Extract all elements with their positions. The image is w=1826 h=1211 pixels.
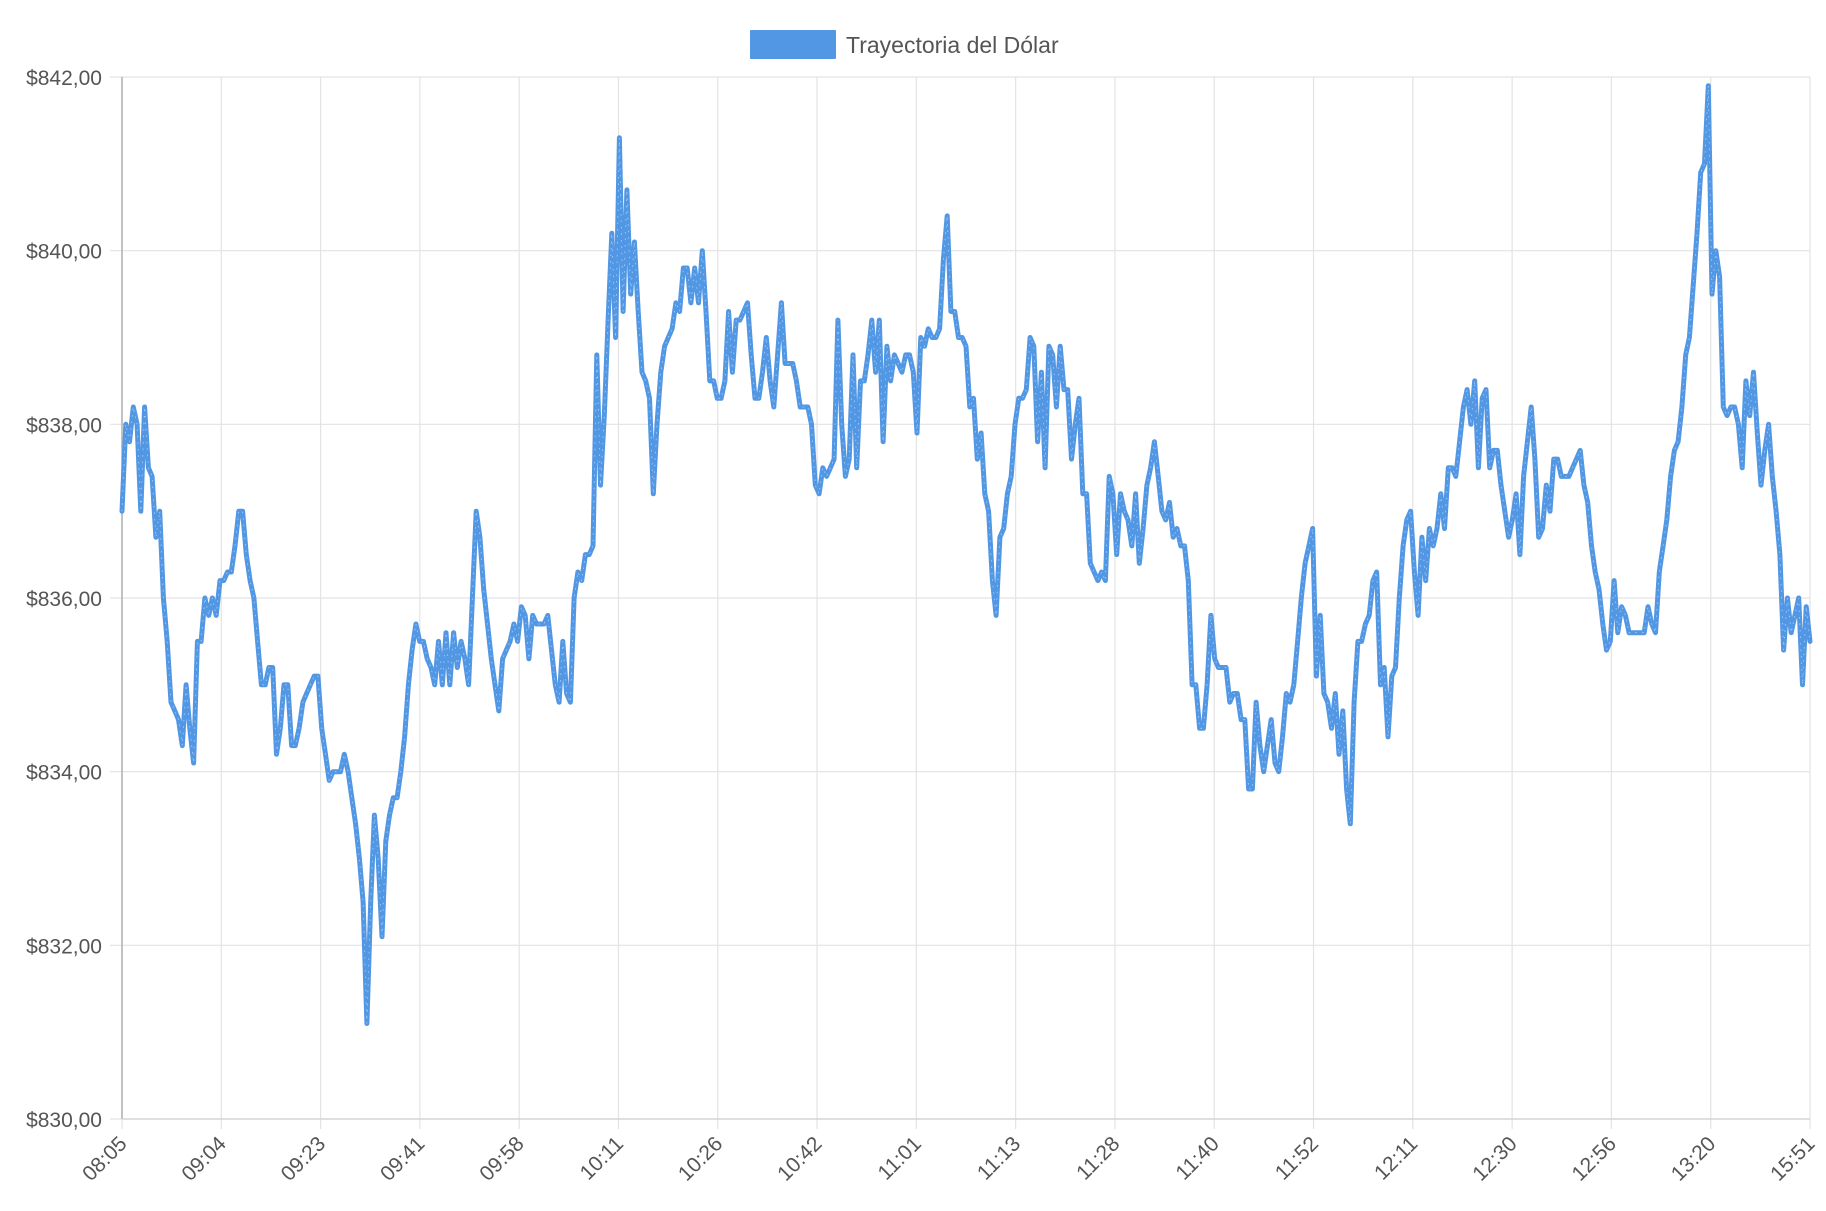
x-tick-label: 09:41 — [376, 1132, 429, 1185]
x-tick-label: 09:23 — [277, 1132, 330, 1185]
legend[interactable]: Trayectoria del Dólar — [750, 30, 1059, 59]
x-tick-label: 12:30 — [1468, 1132, 1521, 1185]
x-tick-label: 10:42 — [773, 1132, 826, 1185]
series-layer — [119, 83, 1813, 1026]
x-tick-label: 11:40 — [1171, 1132, 1223, 1184]
y-tick-label: $830,00 — [26, 1109, 102, 1132]
y-tick-label: $838,00 — [26, 414, 102, 437]
y-tick-label: $836,00 — [26, 588, 102, 611]
x-tick-label: 11:13 — [973, 1132, 1025, 1184]
x-tick-label: 09:04 — [177, 1132, 231, 1186]
grid — [110, 76, 1811, 1129]
legend-swatch[interactable] — [750, 30, 836, 59]
series-line — [119, 83, 1813, 1026]
y-tick-label: $832,00 — [26, 935, 102, 958]
y-tick-label: $834,00 — [26, 762, 102, 785]
y-tick-label: $840,00 — [26, 241, 102, 264]
x-tick-label: 12:56 — [1568, 1132, 1621, 1185]
axes: $842,00 $840,00 $838,00 $836,00 $834,00 $832,… — [26, 67, 1819, 1186]
series-points — [121, 85, 1811, 1024]
x-tick-label: 11:52 — [1271, 1132, 1323, 1184]
x-tick-label: 10:26 — [674, 1132, 727, 1185]
y-tick-label: $842,00 — [26, 67, 102, 90]
x-tick-label: 08:05 — [78, 1132, 131, 1185]
x-tick-label: 09:58 — [475, 1132, 528, 1185]
x-tick-label: 11:01 — [874, 1132, 926, 1184]
x-tick-label: 15:51 — [1766, 1132, 1819, 1185]
x-tick-label: 11:28 — [1072, 1132, 1124, 1184]
x-tick-label: 13:20 — [1667, 1132, 1720, 1185]
x-tick-label: 10:11 — [576, 1132, 628, 1184]
legend-label[interactable]: Trayectoria del Dólar — [846, 32, 1059, 58]
x-tick-label: 12:11 — [1370, 1132, 1422, 1184]
